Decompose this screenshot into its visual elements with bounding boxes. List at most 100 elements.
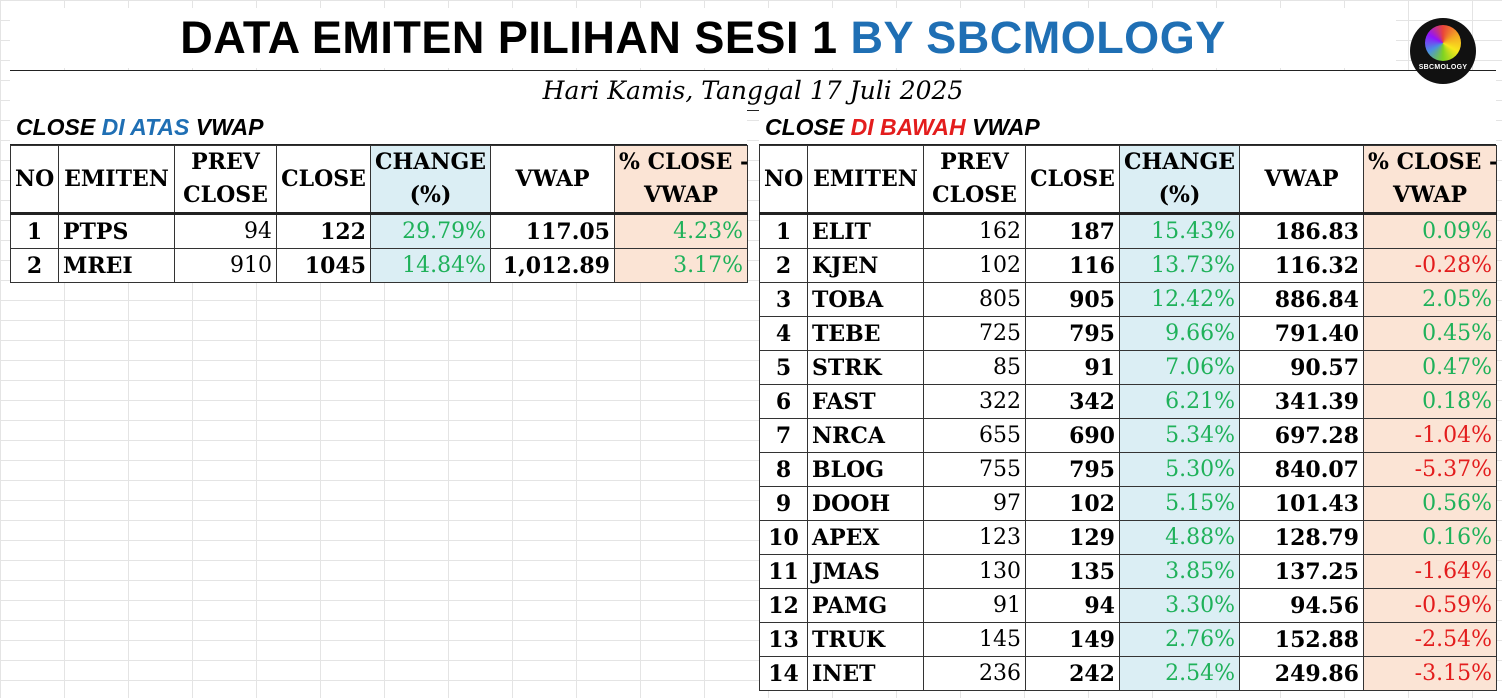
row-pct-close-vwap: -0.28% (1363, 248, 1497, 283)
row-close: 149 (1025, 622, 1120, 657)
above-vwap-rows: 1 PTPS 94 122 29.79% 117.05 4.23% 2 MREI 910 1045 1… (10, 213, 748, 283)
row-change: 2.54% (1119, 656, 1240, 691)
row-close: 91 (1025, 350, 1120, 385)
row-no: 1 (759, 213, 808, 249)
table-row: 9 DOOH 97 102 5.15% 101.43 0.56% (759, 486, 1497, 521)
row-prev-close: 805 (923, 282, 1026, 317)
col-pct-line1: % CLOSE - (619, 149, 748, 175)
row-prev-close: 910 (174, 248, 277, 283)
col-no: NO (10, 145, 59, 215)
below-vwap-panel: CLOSE DI BAWAH VWAP NO EMITEN PREV CLOSE … (759, 110, 1497, 691)
table-row: 3 TOBA 805 905 12.42% 886.84 2.05% (759, 282, 1497, 317)
above-title-vwap: VWAP (189, 114, 264, 140)
below-vwap-table: NO EMITEN PREV CLOSE CLOSE CHANGE (%) VWAP… (759, 145, 1497, 691)
col-change-line1: CHANGE (375, 149, 487, 175)
row-change: 13.73% (1119, 248, 1240, 283)
table-row: 1 ELIT 162 187 15.43% 186.83 0.09% (759, 213, 1497, 249)
row-vwap: 791.40 (1239, 316, 1364, 351)
row-change: 29.79% (370, 213, 491, 249)
row-close: 187 (1025, 213, 1120, 249)
row-change: 14.84% (370, 248, 491, 283)
row-no: 10 (759, 520, 808, 555)
row-pct-close-vwap: 0.09% (1363, 213, 1497, 249)
row-change: 12.42% (1119, 282, 1240, 317)
title-main: DATA EMITEN PILIHAN SESI 1 (180, 12, 838, 63)
col-close: CLOSE (1025, 145, 1120, 215)
row-emiten: MREI (58, 248, 175, 283)
col-vwap: VWAP (1239, 145, 1364, 215)
col-pct-close-vwap: % CLOSE - VWAP (614, 145, 748, 215)
row-close: 795 (1025, 452, 1120, 487)
row-prev-close: 145 (923, 622, 1026, 657)
col-change-line2: (%) (409, 182, 452, 208)
row-no: 11 (759, 554, 808, 589)
row-close: 690 (1025, 418, 1120, 453)
row-pct-close-vwap: 4.23% (614, 213, 748, 249)
row-change: 5.15% (1119, 486, 1240, 521)
row-emiten: FAST (807, 384, 924, 419)
row-change: 9.66% (1119, 316, 1240, 351)
row-no: 12 (759, 588, 808, 623)
row-pct-close-vwap: 0.45% (1363, 316, 1497, 351)
row-pct-close-vwap: 0.16% (1363, 520, 1497, 555)
row-vwap: 152.88 (1239, 622, 1364, 657)
col-change-line2: (%) (1158, 182, 1201, 208)
row-prev-close: 322 (923, 384, 1026, 419)
row-prev-close: 162 (923, 213, 1026, 249)
row-vwap: 186.83 (1239, 213, 1364, 249)
above-vwap-title: CLOSE DI ATAS VWAP (10, 110, 747, 145)
row-pct-close-vwap: 0.47% (1363, 350, 1497, 385)
table-row: 13 TRUK 145 149 2.76% 152.88 -2.54% (759, 622, 1497, 657)
row-prev-close: 130 (923, 554, 1026, 589)
row-prev-close: 236 (923, 656, 1026, 691)
flower-logo-icon (1425, 25, 1461, 61)
above-vwap-panel: CLOSE DI ATAS VWAP NO EMITEN PREV CLOSE C… (10, 110, 748, 283)
row-pct-close-vwap: 2.05% (1363, 282, 1497, 317)
row-close: 342 (1025, 384, 1120, 419)
row-emiten: TRUK (807, 622, 924, 657)
row-change: 15.43% (1119, 213, 1240, 249)
row-prev-close: 91 (923, 588, 1026, 623)
row-pct-close-vwap: -5.37% (1363, 452, 1497, 487)
row-no: 6 (759, 384, 808, 419)
row-close: 905 (1025, 282, 1120, 317)
row-change: 2.76% (1119, 622, 1240, 657)
row-change: 7.06% (1119, 350, 1240, 385)
row-prev-close: 97 (923, 486, 1026, 521)
below-title-close: CLOSE (765, 114, 851, 140)
row-change: 4.88% (1119, 520, 1240, 555)
row-no: 2 (759, 248, 808, 283)
row-prev-close: 123 (923, 520, 1026, 555)
col-vwap: VWAP (490, 145, 615, 215)
above-title-diatas: DI ATAS (101, 114, 190, 140)
table-row: 2 MREI 910 1045 14.84% 1,012.89 3.17% (10, 248, 748, 283)
row-change: 5.30% (1119, 452, 1240, 487)
row-pct-close-vwap: 0.18% (1363, 384, 1497, 419)
col-pct-close-vwap: % CLOSE - VWAP (1363, 145, 1497, 215)
col-emiten: EMITEN (807, 145, 924, 215)
row-vwap: 886.84 (1239, 282, 1364, 317)
table-row: 14 INET 236 242 2.54% 249.86 -3.15% (759, 656, 1497, 691)
row-close: 129 (1025, 520, 1120, 555)
row-vwap: 101.43 (1239, 486, 1364, 521)
row-no: 4 (759, 316, 808, 351)
row-emiten: JMAS (807, 554, 924, 589)
table-row: 2 KJEN 102 116 13.73% 116.32 -0.28% (759, 248, 1497, 283)
row-prev-close: 94 (174, 213, 277, 249)
row-pct-close-vwap: -3.15% (1363, 656, 1497, 691)
col-pct-line1: % CLOSE - (1368, 149, 1497, 175)
table-row: 5 STRK 85 91 7.06% 90.57 0.47% (759, 350, 1497, 385)
page-title: DATA EMITEN PILIHAN SESI 1 BY SBCMOLOGY (10, 8, 1396, 68)
row-vwap: 341.39 (1239, 384, 1364, 419)
row-vwap: 697.28 (1239, 418, 1364, 453)
row-vwap: 137.25 (1239, 554, 1364, 589)
row-vwap: 1,012.89 (490, 248, 615, 283)
row-vwap: 128.79 (1239, 520, 1364, 555)
row-emiten: DOOH (807, 486, 924, 521)
table-row: 1 PTPS 94 122 29.79% 117.05 4.23% (10, 213, 748, 249)
row-pct-close-vwap: 0.56% (1363, 486, 1497, 521)
row-pct-close-vwap: -1.64% (1363, 554, 1497, 589)
table-row: 7 NRCA 655 690 5.34% 697.28 -1.04% (759, 418, 1497, 453)
row-change: 5.34% (1119, 418, 1240, 453)
row-close: 116 (1025, 248, 1120, 283)
